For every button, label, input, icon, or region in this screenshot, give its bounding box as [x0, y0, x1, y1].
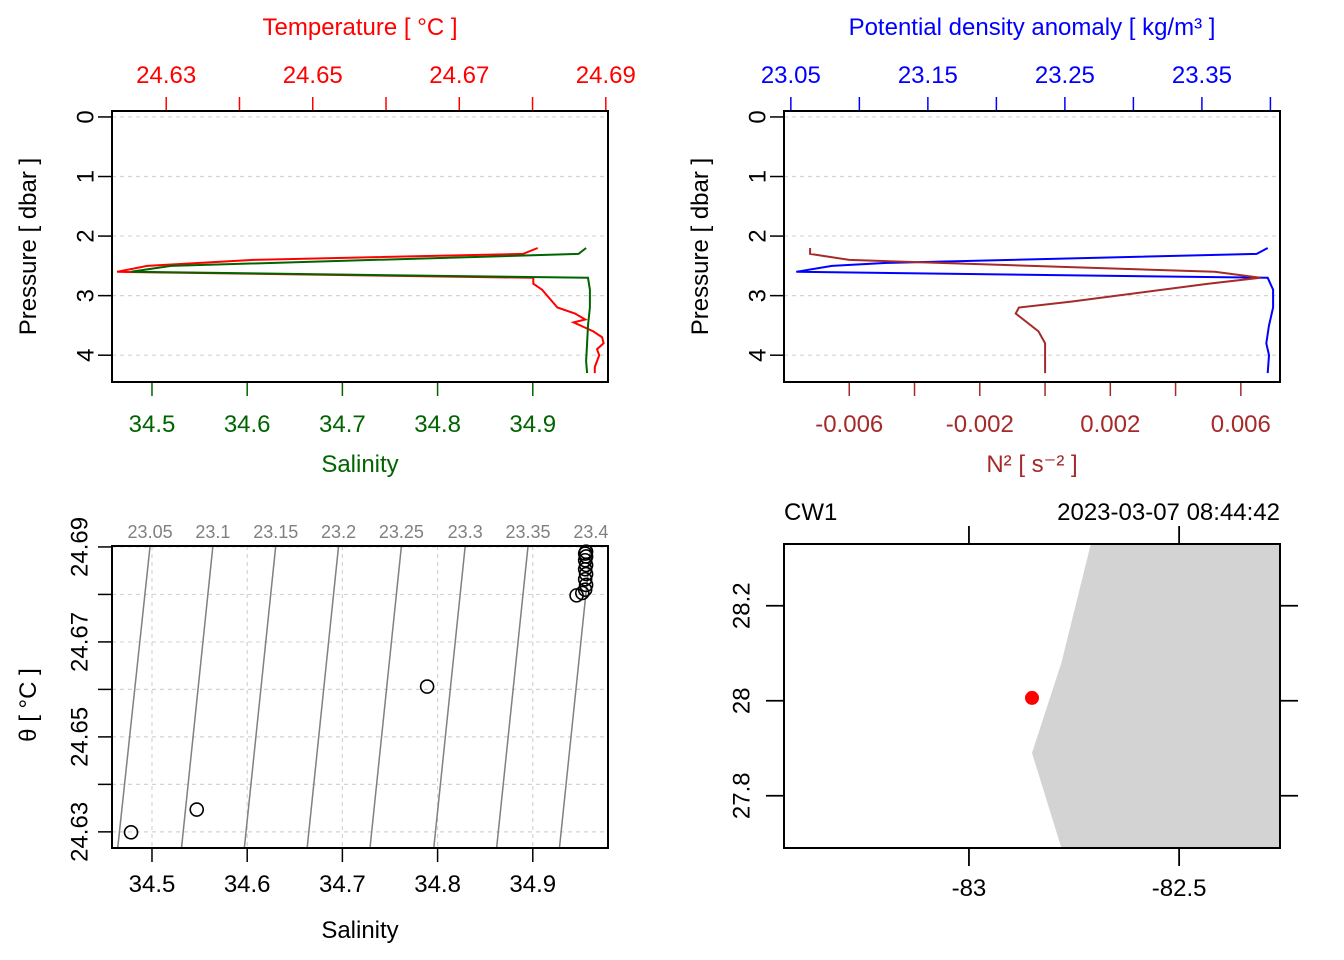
y-tick-label: 28.2 [729, 582, 756, 629]
isopycnal-line [243, 545, 277, 849]
y-tick-label: 0 [73, 110, 100, 123]
ts-point [577, 571, 593, 587]
y-tick-label: 24.63 [67, 802, 94, 862]
top-tick-label: 23.15 [898, 62, 958, 89]
bottom-tick-label: 34.6 [224, 411, 271, 438]
profile-panel-2: 0 1 2 3 4 Pressure [ dbar ] 23.05 23.15 23.25 23.… [687, 14, 1281, 478]
y-tick-label: 24.69 [67, 517, 94, 577]
top-axis-label: Temperature [ °C ] [263, 14, 458, 41]
isopycnal-line [433, 545, 466, 849]
plot-frame [783, 543, 1281, 849]
bottom-tick-label: 34.5 [129, 411, 176, 438]
y-tick-label: 28 [729, 687, 756, 714]
isopycnal-label: 23.05 [128, 522, 173, 542]
y-axis-label: Pressure [ dbar ] [15, 158, 42, 335]
station-name: CW1 [784, 499, 837, 526]
isopycnal-label: 23.3 [448, 522, 483, 542]
x-tick-label: 34.6 [224, 871, 271, 898]
y-tick-label: 4 [73, 349, 100, 362]
series-line-potential-density-anomaly [796, 247, 1275, 374]
x-tick-label: -82.5 [1152, 875, 1207, 902]
x-tick-label: 34.7 [319, 871, 366, 898]
y-tick-label: 24.65 [67, 707, 94, 767]
station-map-panel: -83 -82.5 27.8 28 28.2 CW1 2023-03-07 08:44:42 [729, 499, 1298, 902]
x-tick-label: -83 [952, 875, 987, 902]
y-tick-label: 1 [73, 170, 100, 183]
isopycnal-line [306, 545, 340, 849]
y-tick-label: 2 [73, 229, 100, 242]
top-tick-label: 23.05 [761, 62, 821, 89]
series-line-salinity [130, 247, 591, 374]
plot-frame [783, 110, 1281, 383]
y-tick-label: 3 [745, 289, 772, 302]
bottom-tick-label: -0.006 [815, 411, 883, 438]
profile-panel-1: 0 1 2 3 4 Pressure [ dbar ] 24.63 24.65 24.67 24.… [15, 14, 636, 478]
top-tick-label: 24.69 [576, 62, 636, 89]
ts-point [574, 585, 590, 601]
ts-point [419, 679, 435, 694]
ts-point [577, 582, 593, 597]
top-tick-label: 24.67 [429, 62, 489, 89]
series-line-temperature [116, 247, 605, 374]
x-tick-label: 34.8 [414, 871, 461, 898]
y-tick-label: 2 [745, 229, 772, 242]
y-tick-label: 0 [745, 110, 772, 123]
plot-frame [111, 545, 609, 849]
x-axis-label: Salinity [321, 917, 398, 944]
ts-diagram-panel: 34.5 34.6 34.7 34.8 34.9 24.63 24.65 24.67 24.69… [15, 517, 609, 944]
y-tick-label: 4 [745, 349, 772, 362]
top-tick-label: 24.63 [136, 62, 196, 89]
top-tick-label: 24.65 [283, 62, 343, 89]
land-polygon [1032, 544, 1280, 848]
y-tick-label: 24.67 [67, 612, 94, 672]
x-tick-label: 34.5 [129, 871, 176, 898]
ts-point [189, 802, 205, 817]
plot-frame [111, 110, 609, 383]
y-tick-label: 1 [745, 170, 772, 183]
isopycnal-label: 23.35 [506, 522, 551, 542]
isopycnal-label: 23.2 [321, 522, 356, 542]
station-datetime: 2023-03-07 08:44:42 [1057, 499, 1280, 526]
isopycnal-label: 23.25 [379, 522, 424, 542]
bottom-tick-label: 34.8 [414, 411, 461, 438]
isopycnal-line [369, 545, 403, 849]
bottom-axis-label: Salinity [321, 451, 398, 478]
bottom-tick-label: 34.7 [319, 411, 366, 438]
y-tick-label: 27.8 [729, 772, 756, 819]
y-axis-label: θ [ °C ] [15, 668, 42, 742]
isopycnal-line [495, 545, 529, 849]
bottom-tick-label: 34.9 [509, 411, 556, 438]
ts-point [578, 566, 594, 582]
series-line-n2 [809, 248, 1261, 374]
isopycnal-label: 23.1 [195, 522, 230, 542]
ts-point [123, 825, 139, 840]
bottom-axis-label: N² [ s⁻² ] [986, 451, 1077, 478]
isopycnal-line [180, 545, 214, 849]
bottom-tick-label: 0.002 [1080, 411, 1140, 438]
isopycnal-label: 23.15 [253, 522, 298, 542]
isopycnal-line [116, 545, 151, 849]
bottom-tick-label: -0.002 [946, 411, 1014, 438]
top-axis-label: Potential density anomaly [ kg/m³ ] [849, 14, 1216, 41]
y-tick-label: 3 [73, 289, 100, 302]
top-tick-label: 23.25 [1035, 62, 1095, 89]
y-axis-label: Pressure [ dbar ] [687, 158, 714, 335]
ts-point [578, 577, 594, 593]
isopycnal-label: 23.4 [573, 522, 608, 542]
top-tick-label: 23.35 [1172, 62, 1232, 89]
x-tick-label: 34.9 [509, 871, 556, 898]
bottom-tick-label: 0.006 [1211, 411, 1271, 438]
station-marker [1025, 690, 1039, 705]
